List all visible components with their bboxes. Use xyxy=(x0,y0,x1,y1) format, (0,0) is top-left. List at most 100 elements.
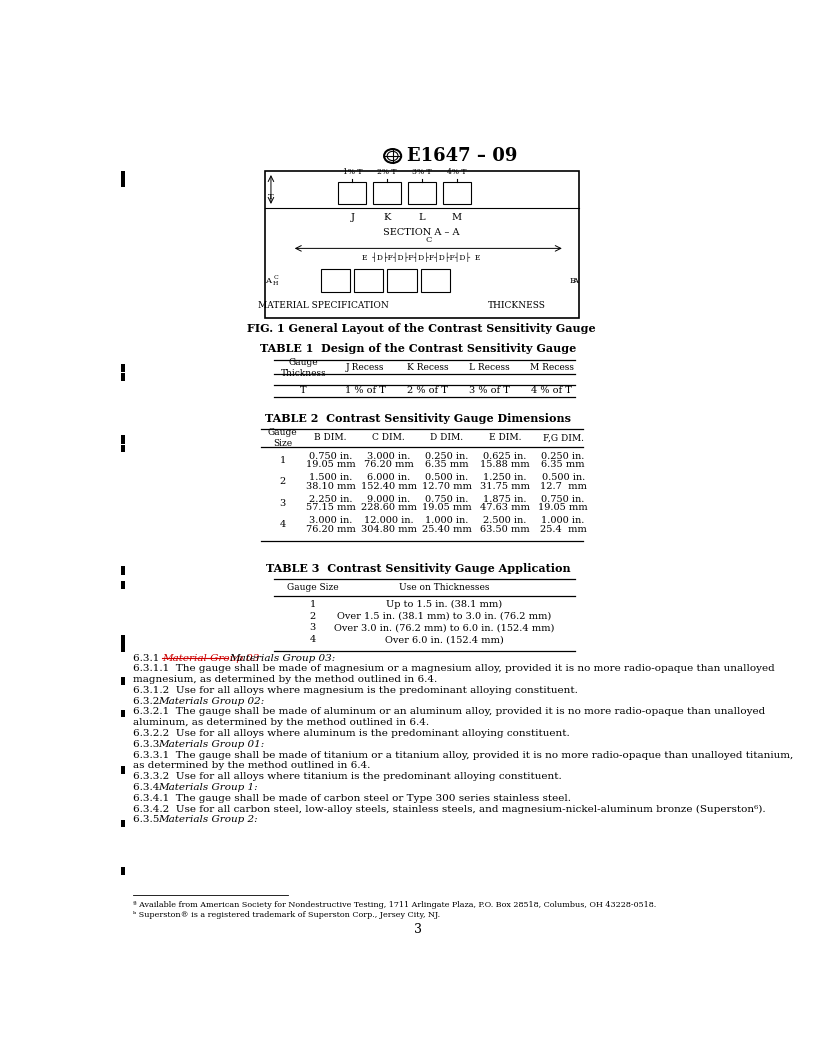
Bar xyxy=(122,566,125,574)
Bar xyxy=(388,269,417,293)
Text: 6.3.3.2  Use for all alloys where titanium is the predominant alloying constitue: 6.3.3.2 Use for all alloys where titaniu… xyxy=(133,772,561,781)
Text: Material Group 03: Material Group 03 xyxy=(162,654,259,662)
Text: 3% T: 3% T xyxy=(412,168,432,176)
Text: as determined by the method outlined in 6.4.: as determined by the method outlined in … xyxy=(133,761,370,770)
Text: 9.000 in.: 9.000 in. xyxy=(367,495,410,504)
Text: 6.3.1.2  Use for all alloys where magnesium is the predominant alloying constitu: 6.3.1.2 Use for all alloys where magnesi… xyxy=(133,685,578,695)
Text: 19.05 mm: 19.05 mm xyxy=(306,460,356,469)
Text: FIG. 1 General Layout of the Contrast Sensitivity Gauge: FIG. 1 General Layout of the Contrast Se… xyxy=(247,323,596,334)
Text: aluminum, as determined by the method outlined in 6.4.: aluminum, as determined by the method ou… xyxy=(133,718,429,728)
Bar xyxy=(122,644,125,652)
Bar xyxy=(122,710,125,717)
Text: 228.60 mm: 228.60 mm xyxy=(361,504,417,512)
Text: B DIM.: B DIM. xyxy=(314,433,347,442)
Text: Gauge Size: Gauge Size xyxy=(287,584,339,592)
Text: 6.35 mm: 6.35 mm xyxy=(541,460,585,469)
Text: 152.40 mm: 152.40 mm xyxy=(361,482,417,491)
Text: K: K xyxy=(384,213,391,222)
Bar xyxy=(122,435,125,444)
Text: 0.500 in.: 0.500 in. xyxy=(425,473,468,483)
Text: 76.20 mm: 76.20 mm xyxy=(306,525,356,534)
Text: 47.63 mm: 47.63 mm xyxy=(480,504,530,512)
Text: 6.3.2.2  Use for all alloys where aluminum is the predominant alloying constitue: 6.3.2.2 Use for all alloys where aluminu… xyxy=(133,729,570,738)
Text: M Recess: M Recess xyxy=(530,363,574,372)
Text: ᵇ Superston® is a registered trademark of Superston Corp., Jersey City, NJ.: ᵇ Superston® is a registered trademark o… xyxy=(133,911,440,919)
Text: 3: 3 xyxy=(310,623,316,633)
Bar xyxy=(122,635,125,644)
Text: 0.625 in.: 0.625 in. xyxy=(483,452,526,460)
Bar xyxy=(408,183,436,204)
Bar xyxy=(373,183,401,204)
Text: 2.500 in.: 2.500 in. xyxy=(483,516,526,526)
Text: F,G DIM.: F,G DIM. xyxy=(543,433,583,442)
Text: 19.05 mm: 19.05 mm xyxy=(539,504,588,512)
Bar xyxy=(354,269,384,293)
Text: 6.3.2.1  The gauge shall be made of aluminum or an aluminum alloy, provided it i: 6.3.2.1 The gauge shall be made of alumi… xyxy=(133,708,765,716)
Text: L Recess: L Recess xyxy=(469,363,510,372)
Text: 4: 4 xyxy=(310,635,316,644)
Text: 4: 4 xyxy=(279,521,286,529)
Text: J: J xyxy=(350,213,354,222)
Text: C DIM.: C DIM. xyxy=(372,433,405,442)
Text: magnesium, as determined by the method outlined in 6.4.: magnesium, as determined by the method o… xyxy=(133,675,437,684)
Bar xyxy=(321,269,350,293)
Bar xyxy=(122,867,125,875)
Text: 6.35 mm: 6.35 mm xyxy=(425,460,468,469)
Text: 1.875 in.: 1.875 in. xyxy=(483,495,527,504)
Text: 3: 3 xyxy=(279,498,286,508)
Text: Materials Group 03:: Materials Group 03: xyxy=(229,654,335,662)
Text: 1% T: 1% T xyxy=(343,168,362,176)
Text: 4% T: 4% T xyxy=(447,168,467,176)
Text: 6.3.3: 6.3.3 xyxy=(133,740,166,749)
Text: 0.750 in.: 0.750 in. xyxy=(309,452,353,460)
Bar xyxy=(122,581,125,589)
Text: Gauge
Size: Gauge Size xyxy=(268,428,297,448)
Text: E1647 – 09: E1647 – 09 xyxy=(406,147,517,165)
Text: E  ┤D├F┤D├F┤D├F┤D├F┤D├  E: E ┤D├F┤D├F┤D├F┤D├F┤D├ E xyxy=(362,252,481,262)
Text: 6.3.4.1  The gauge shall be made of carbon steel or Type 300 series stainless st: 6.3.4.1 The gauge shall be made of carbo… xyxy=(133,794,571,803)
Text: 2: 2 xyxy=(310,611,316,621)
Text: TABLE 2  Contrast Sensitivity Gauge Dimensions: TABLE 2 Contrast Sensitivity Gauge Dimen… xyxy=(265,413,571,423)
Text: 4 % of T: 4 % of T xyxy=(531,386,572,395)
Text: B: B xyxy=(570,277,575,285)
Bar xyxy=(443,183,471,204)
Text: 6.3.4.2  Use for all carbon steel, low-alloy steels, stainless steels, and magne: 6.3.4.2 Use for all carbon steel, low-al… xyxy=(133,805,765,813)
Text: 6.3.1: 6.3.1 xyxy=(133,654,166,662)
Text: E DIM.: E DIM. xyxy=(489,433,521,442)
Text: 1.000 in.: 1.000 in. xyxy=(542,516,585,526)
Text: 6.000 in.: 6.000 in. xyxy=(367,473,410,483)
Text: 0.750 in.: 0.750 in. xyxy=(425,495,468,504)
Text: 0.750 in.: 0.750 in. xyxy=(542,495,585,504)
Text: 6.3.1.1  The gauge shall be made of magnesium or a magnesium alloy, provided it : 6.3.1.1 The gauge shall be made of magne… xyxy=(133,664,774,674)
Bar xyxy=(420,269,450,293)
Text: 12.7  mm: 12.7 mm xyxy=(539,482,587,491)
Bar xyxy=(122,373,125,381)
Text: T: T xyxy=(300,386,307,395)
Text: 1.500 in.: 1.500 in. xyxy=(309,473,353,483)
Text: 1 % of T: 1 % of T xyxy=(345,386,386,395)
Text: Up to 1.5 in. (38.1 mm): Up to 1.5 in. (38.1 mm) xyxy=(387,600,503,609)
Text: C
H: C H xyxy=(273,276,278,286)
Text: Materials Group 1:: Materials Group 1: xyxy=(158,782,258,792)
Text: 1: 1 xyxy=(310,601,316,609)
Text: C: C xyxy=(425,235,432,244)
Text: 6.3.2: 6.3.2 xyxy=(133,697,166,705)
Text: 2.250 in.: 2.250 in. xyxy=(309,495,353,504)
Text: T: T xyxy=(268,193,273,201)
Text: ª Available from American Society for Nondestructive Testing, 1711 Arlingate Pla: ª Available from American Society for No… xyxy=(133,901,656,909)
Text: 25.40 mm: 25.40 mm xyxy=(422,525,472,534)
Text: 12.70 mm: 12.70 mm xyxy=(422,482,472,491)
Text: 57.15 mm: 57.15 mm xyxy=(306,504,356,512)
Text: 76.20 mm: 76.20 mm xyxy=(364,460,414,469)
Text: 1: 1 xyxy=(279,455,286,465)
Text: 2: 2 xyxy=(279,477,286,486)
Text: 25.4  mm: 25.4 mm xyxy=(539,525,587,534)
Text: Over 3.0 in. (76.2 mm) to 6.0 in. (152.4 mm): Over 3.0 in. (76.2 mm) to 6.0 in. (152.4… xyxy=(335,623,555,633)
Text: Use on Thicknesses: Use on Thicknesses xyxy=(399,584,490,592)
Text: 1.000 in.: 1.000 in. xyxy=(425,516,468,526)
Text: D DIM.: D DIM. xyxy=(430,433,463,442)
Text: 6.3.3.1  The gauge shall be made of titanium or a titanium alloy, provided it is: 6.3.3.1 The gauge shall be made of titan… xyxy=(133,751,793,759)
Text: TABLE 3  Contrast Sensitivity Gauge Application: TABLE 3 Contrast Sensitivity Gauge Appli… xyxy=(266,563,570,573)
Text: 31.75 mm: 31.75 mm xyxy=(480,482,530,491)
Text: 6.3.4: 6.3.4 xyxy=(133,782,166,792)
